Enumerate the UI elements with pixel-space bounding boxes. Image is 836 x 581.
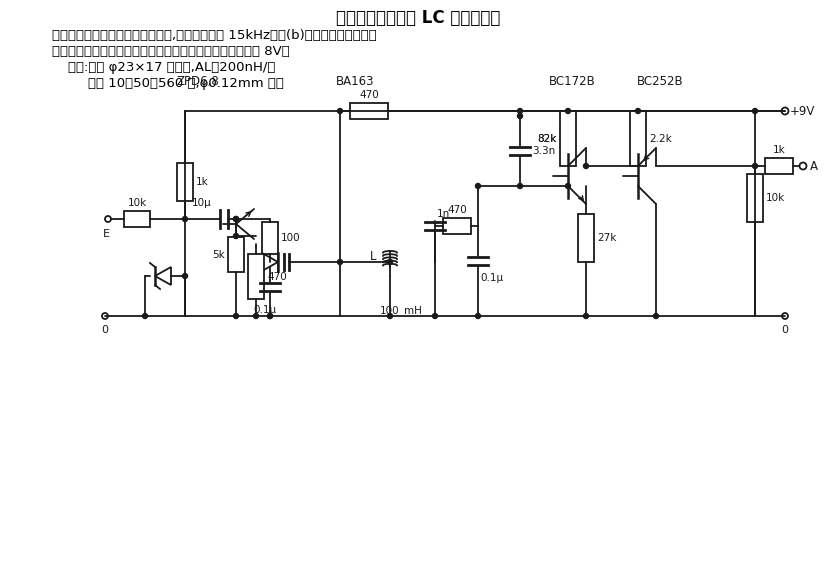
Text: BC172B: BC172B xyxy=(548,75,595,88)
Circle shape xyxy=(782,313,788,319)
Circle shape xyxy=(584,314,589,318)
Circle shape xyxy=(476,314,481,318)
Text: 82k: 82k xyxy=(538,134,557,144)
Circle shape xyxy=(102,313,108,319)
Circle shape xyxy=(565,184,570,188)
Text: 1k: 1k xyxy=(772,145,785,155)
Circle shape xyxy=(752,109,757,113)
Bar xyxy=(177,163,193,201)
Circle shape xyxy=(388,314,392,318)
Text: 27k: 27k xyxy=(597,233,616,243)
Text: 1k: 1k xyxy=(196,177,209,187)
Circle shape xyxy=(233,234,238,238)
Text: 1n: 1n xyxy=(437,209,451,219)
Text: 470: 470 xyxy=(447,205,466,215)
Circle shape xyxy=(233,217,238,221)
Bar xyxy=(443,218,471,234)
Circle shape xyxy=(268,314,273,318)
Circle shape xyxy=(782,107,788,114)
Text: 0.1μ: 0.1μ xyxy=(480,273,503,283)
Text: 本电路为一射极耦合哈脱来振荡器,其中心频率为 15kHz。图(b)示出频率变化量同变: 本电路为一射极耦合哈脱来振荡器,其中心频率为 15kHz。图(b)示出频率变化量… xyxy=(52,29,377,42)
Text: 0.1μ: 0.1μ xyxy=(253,305,277,315)
Circle shape xyxy=(752,163,757,168)
Text: 10k: 10k xyxy=(127,198,146,208)
Circle shape xyxy=(517,109,522,113)
Text: A: A xyxy=(810,160,818,173)
Circle shape xyxy=(268,314,273,318)
Text: mH: mH xyxy=(404,306,422,316)
Circle shape xyxy=(338,109,343,113)
Text: 82k: 82k xyxy=(538,134,557,144)
Circle shape xyxy=(432,314,437,318)
Text: 采用变容二极管的 LC 多谐振荡器: 采用变容二极管的 LC 多谐振荡器 xyxy=(336,9,500,27)
Text: 2.2k: 2.2k xyxy=(649,134,672,144)
Circle shape xyxy=(584,163,589,168)
Circle shape xyxy=(654,314,659,318)
Bar xyxy=(747,174,763,222)
Text: ZPD6,8: ZPD6,8 xyxy=(176,75,219,88)
Text: 线圈 10＋50＋560 匝,φ0.12mm 铜线: 线圈 10＋50＋560 匝,φ0.12mm 铜线 xyxy=(88,77,284,90)
Text: 5k: 5k xyxy=(212,249,225,260)
Text: 3.3n: 3.3n xyxy=(532,146,555,156)
Text: 470: 470 xyxy=(359,90,379,100)
Circle shape xyxy=(105,216,111,222)
Text: BA163: BA163 xyxy=(336,75,375,88)
Bar xyxy=(124,211,150,227)
Circle shape xyxy=(182,217,187,221)
Circle shape xyxy=(233,217,238,221)
Circle shape xyxy=(565,109,570,113)
Text: 470: 470 xyxy=(267,271,287,282)
Circle shape xyxy=(338,260,343,264)
Text: 10k: 10k xyxy=(766,193,785,203)
Bar xyxy=(578,214,594,262)
Text: 0: 0 xyxy=(101,325,109,335)
Bar xyxy=(630,111,646,166)
Text: +9V: +9V xyxy=(790,105,815,117)
Bar xyxy=(765,158,793,174)
Bar xyxy=(228,237,244,272)
Circle shape xyxy=(799,163,807,170)
Circle shape xyxy=(182,274,187,278)
Bar xyxy=(248,254,264,299)
Circle shape xyxy=(517,184,522,188)
Text: 100: 100 xyxy=(281,233,301,243)
Text: E: E xyxy=(103,229,110,239)
Text: 参数:铁心 φ23×17 铁氧体,AL＝200nH/匝: 参数:铁心 φ23×17 铁氧体,AL＝200nH/匝 xyxy=(68,61,275,74)
Bar xyxy=(350,103,388,119)
Circle shape xyxy=(253,314,258,318)
Text: 容二极管的反向电压之间的关系曲线。输出信号的幅值约为 8V。: 容二极管的反向电压之间的关系曲线。输出信号的幅值约为 8V。 xyxy=(52,45,290,58)
Circle shape xyxy=(517,113,522,119)
Bar xyxy=(560,111,576,166)
Bar xyxy=(262,222,278,254)
Circle shape xyxy=(233,314,238,318)
Text: 0: 0 xyxy=(782,325,788,335)
Text: 10μ: 10μ xyxy=(191,198,212,208)
Text: 100: 100 xyxy=(380,306,400,316)
Circle shape xyxy=(142,314,147,318)
Circle shape xyxy=(635,109,640,113)
Circle shape xyxy=(388,260,392,264)
Circle shape xyxy=(476,184,481,188)
Text: L: L xyxy=(370,250,376,263)
Text: BC252B: BC252B xyxy=(637,75,683,88)
